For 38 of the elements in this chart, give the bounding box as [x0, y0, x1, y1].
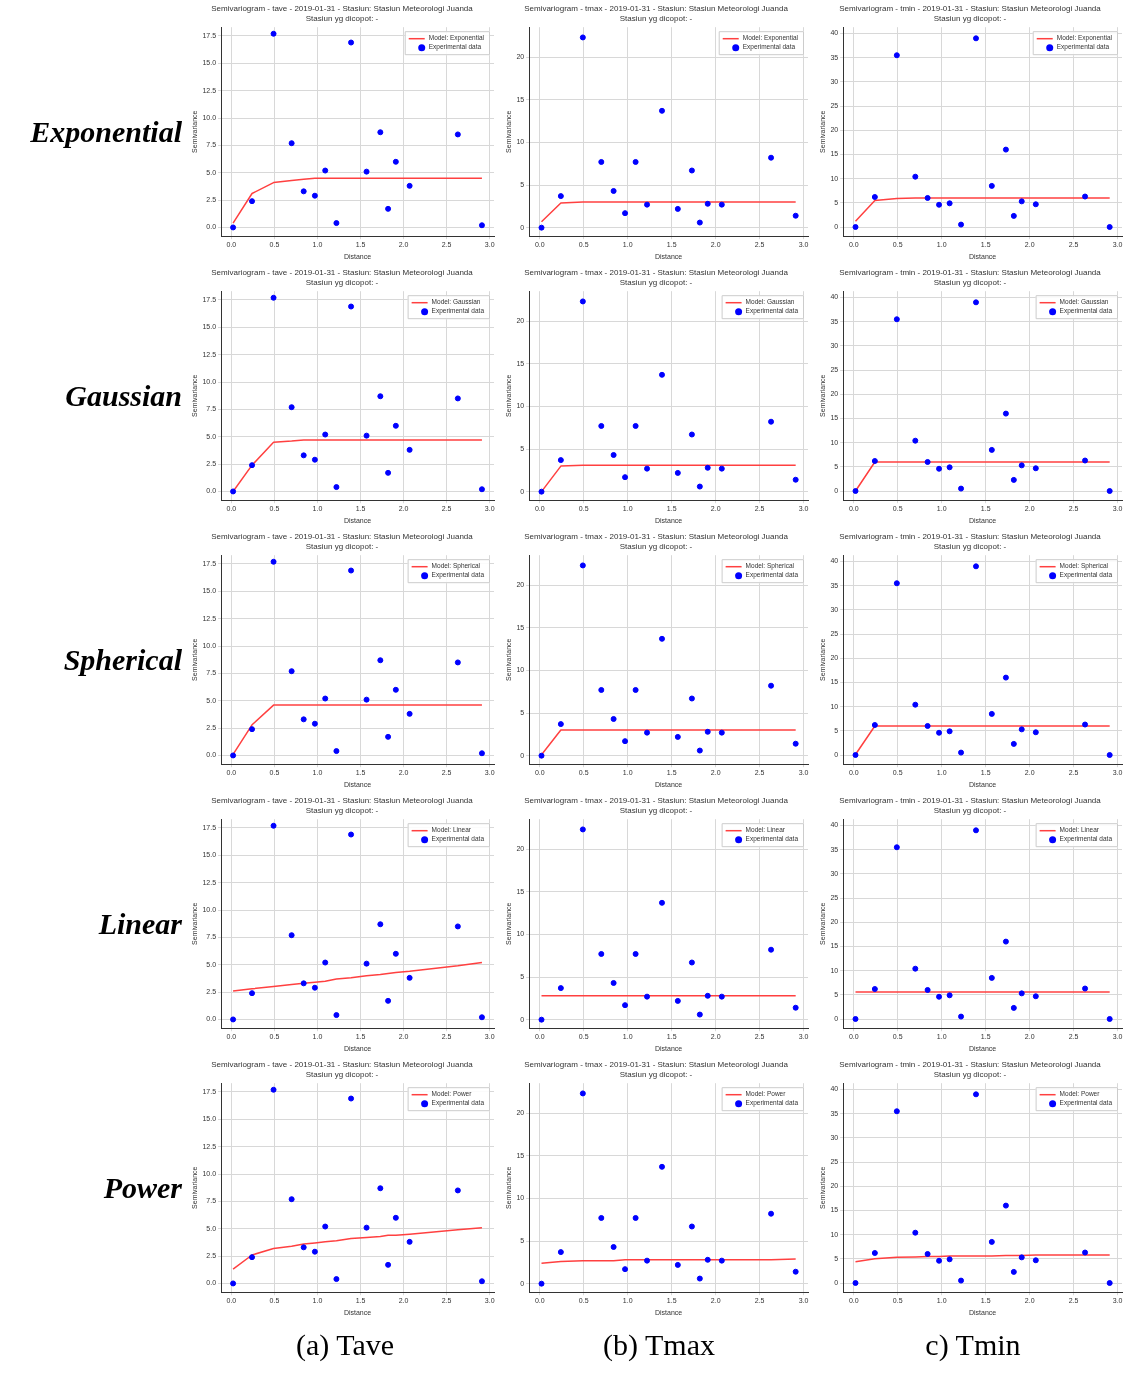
chart-subtitle: Stasiun yg dicopot: -	[619, 805, 693, 815]
chart-subtitle: Stasiun yg dicopot: -	[933, 13, 1007, 23]
chart-title: Semivariogram - tmax - 2019-01-31 - Stasiun: Stasiun Meteorologi Juanda	[524, 1060, 789, 1069]
chart-subtitle: Stasiun yg dicopot: -	[933, 541, 1007, 551]
chart-subtitle: Stasiun yg dicopot: -	[305, 1069, 379, 1079]
chart-title: Semivariogram - tmax - 2019-01-31 - Stasiun: Stasiun Meteorologi Juanda	[524, 796, 789, 805]
text: Exponential	[29, 114, 183, 150]
text: Spherical	[62, 642, 183, 678]
chart-title: Semivariogram - tmax - 2019-01-31 - Stasiun: Stasiun Meteorologi Juanda	[524, 532, 789, 541]
text: c) Tmin	[924, 1327, 1022, 1363]
chart-subtitle: Stasiun yg dicopot: -	[305, 805, 379, 815]
chart-subtitle: Stasiun yg dicopot: -	[619, 1069, 693, 1079]
chart-title: Semivariogram - tave - 2019-01-31 - Stasiun: Stasiun Meteorologi Juanda	[211, 796, 474, 805]
chart-subtitle: Stasiun yg dicopot: -	[305, 541, 379, 551]
text: (a) Tave	[294, 1327, 396, 1363]
chart-title: Semivariogram - tmin - 2019-01-31 - Stasiun: Stasiun Meteorologi Juanda	[839, 796, 1102, 805]
chart-subtitle: Stasiun yg dicopot: -	[305, 13, 379, 23]
chart-subtitle: Stasiun yg dicopot: -	[933, 805, 1007, 815]
chart-title: Semivariogram - tmax - 2019-01-31 - Stasiun: Stasiun Meteorologi Juanda	[524, 268, 789, 277]
text: Power	[102, 1170, 183, 1206]
chart-subtitle: Stasiun yg dicopot: -	[619, 13, 693, 23]
chart-subtitle: Stasiun yg dicopot: -	[619, 277, 693, 287]
chart-title: Semivariogram - tave - 2019-01-31 - Stasiun: Stasiun Meteorologi Juanda	[211, 532, 474, 541]
chart-subtitle: Stasiun yg dicopot: -	[933, 1069, 1007, 1079]
text: (b) Tmax	[602, 1327, 716, 1363]
chart-title: Semivariogram - tmin - 2019-01-31 - Stasiun: Stasiun Meteorologi Juanda	[839, 268, 1102, 277]
chart-title: Semivariogram - tmin - 2019-01-31 - Stasiun: Stasiun Meteorologi Juanda	[839, 4, 1102, 13]
chart-title: Semivariogram - tave - 2019-01-31 - Stasiun: Stasiun Meteorologi Juanda	[211, 268, 474, 277]
text: Linear	[97, 906, 183, 942]
text: Gaussian	[64, 378, 183, 414]
chart-title: Semivariogram - tmin - 2019-01-31 - Stasiun: Stasiun Meteorologi Juanda	[839, 532, 1102, 541]
chart-title: Semivariogram - tmax - 2019-01-31 - Stasiun: Stasiun Meteorologi Juanda	[524, 4, 789, 13]
chart-title: Semivariogram - tmin - 2019-01-31 - Stasiun: Stasiun Meteorologi Juanda	[839, 1060, 1102, 1069]
chart-subtitle: Stasiun yg dicopot: -	[933, 277, 1007, 287]
chart-subtitle: Stasiun yg dicopot: -	[305, 277, 379, 287]
chart-title: Semivariogram - tave - 2019-01-31 - Stasiun: Stasiun Meteorologi Juanda	[211, 4, 474, 13]
chart-subtitle: Stasiun yg dicopot: -	[619, 541, 693, 551]
chart-title: Semivariogram - tave - 2019-01-31 - Stasiun: Stasiun Meteorologi Juanda	[211, 1060, 474, 1069]
